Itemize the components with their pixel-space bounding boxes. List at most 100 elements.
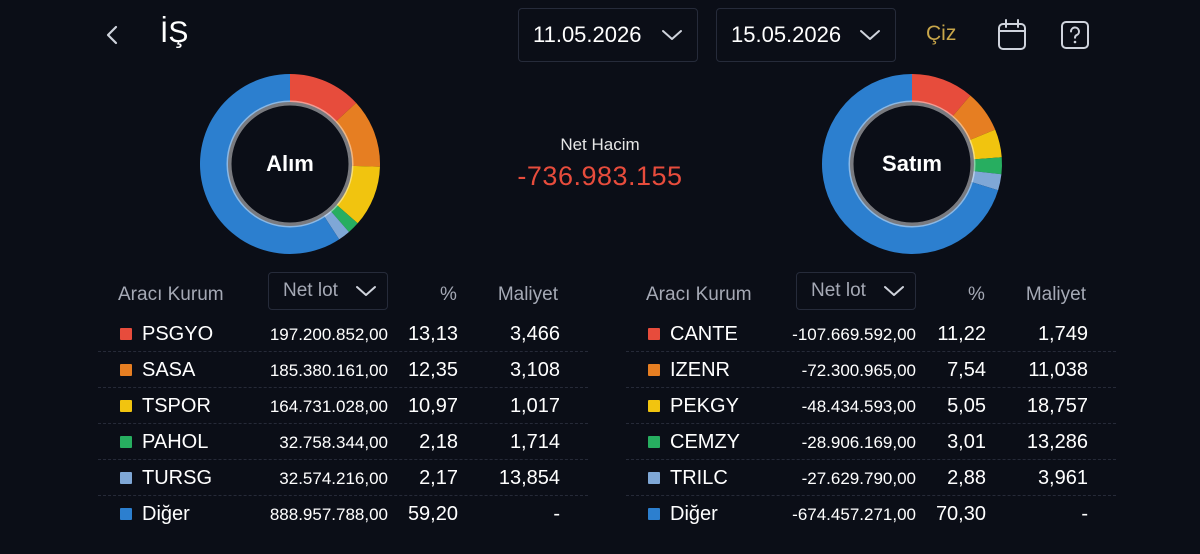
buy-table: Aracı Kurum Net lot % Maliyet PSGYO 197.2…: [98, 272, 588, 531]
help-button[interactable]: [1058, 18, 1092, 52]
buy-slice-dier: [199, 74, 340, 254]
cost-value: 3,108: [509, 359, 560, 381]
percent-column-header: %: [440, 284, 457, 305]
broker-name: PAHOL: [142, 431, 209, 453]
sell-table: Aracı Kurum Net lot % Maliyet CANTE -107.…: [626, 272, 1116, 531]
cost-value: -: [1081, 503, 1088, 525]
buy-slice-sasa: [335, 102, 380, 167]
buy-donut-label: Alım: [266, 151, 314, 176]
buy-slice-psgyo: [290, 74, 357, 122]
lot-type-value: Net lot: [811, 280, 866, 301]
buy-slice-tursg: [323, 210, 349, 240]
table-row[interactable]: PEKGY -48.434.593,00 5,05 18,757: [626, 388, 1116, 424]
sell-slice-pekgy: [969, 129, 1002, 160]
calendar-icon: [998, 19, 1026, 50]
net-lot-value: -674.457.271,00: [792, 505, 916, 524]
broker-name: IZENR: [670, 359, 730, 381]
start-date-value: 11.05.2026: [533, 22, 642, 47]
lot-type-select[interactable]: Net lot: [796, 272, 916, 310]
broker-name: Diğer: [670, 503, 718, 525]
percent-value: 3,01: [947, 431, 986, 453]
percent-value: 59,20: [407, 503, 458, 525]
net-lot-value: 164.731.028,00: [269, 397, 388, 416]
sell-donut-hole: [854, 106, 970, 222]
table-row[interactable]: TRILC -27.629.790,00 2,88 3,961: [626, 460, 1116, 496]
buy-slice-tspor: [336, 165, 380, 224]
table-row[interactable]: Diğer -674.457.271,00 70,30 -: [626, 496, 1116, 531]
table-row[interactable]: TURSG 32.574.216,00 2,17 13,854: [98, 460, 588, 496]
cost-value: 3,961: [1037, 467, 1088, 489]
percent-value: 13,13: [407, 323, 458, 345]
start-date-select[interactable]: 11.05.2026: [518, 8, 698, 62]
percent-value: 5,05: [947, 395, 986, 417]
table-row[interactable]: CEMZY -28.906.169,00 3,01 13,286: [626, 424, 1116, 460]
color-swatch: [648, 436, 660, 448]
buy-table-header: Aracı Kurum Net lot % Maliyet: [98, 272, 588, 316]
broker-name: Diğer: [142, 503, 190, 525]
sell-slice-cante: [912, 74, 971, 117]
lot-type-select[interactable]: Net lot: [268, 272, 388, 310]
cost-value: 1,017: [509, 395, 560, 417]
cost-value: 3,466: [509, 323, 560, 345]
buy-donut-svg: [199, 74, 380, 254]
percent-value: 2,88: [947, 467, 986, 489]
sell-donut-chart: Satım: [820, 72, 1004, 256]
cost-value: -: [553, 503, 560, 525]
color-swatch: [120, 472, 132, 484]
cost-value: 11,038: [1028, 359, 1088, 381]
color-swatch: [648, 328, 660, 340]
table-row[interactable]: TSPOR 164.731.028,00 10,97 1,017: [98, 388, 588, 424]
net-volume: Net Hacim -736.983.155: [470, 135, 730, 192]
color-swatch: [648, 508, 660, 520]
sell-table-header: Aracı Kurum Net lot % Maliyet: [626, 272, 1116, 316]
sell-slice-cemzy: [973, 157, 1002, 175]
page-title: İŞ: [160, 16, 189, 49]
percent-value: 2,18: [419, 431, 458, 453]
back-button[interactable]: [98, 20, 128, 50]
net-lot-value: -107.669.592,00: [792, 325, 916, 344]
broker-name: TRILC: [670, 467, 728, 489]
broker-column-header: Aracı Kurum: [646, 284, 752, 305]
buy-inner-ring: [226, 100, 354, 228]
table-row[interactable]: PAHOL 32.758.344,00 2,18 1,714: [98, 424, 588, 460]
cost-value: 1,714: [509, 431, 560, 453]
sell-slice-izenr: [952, 95, 996, 141]
sell-inner-ring: [848, 100, 976, 228]
table-row[interactable]: Diğer 888.957.788,00 59,20 -: [98, 496, 588, 531]
color-swatch: [120, 508, 132, 520]
help-icon: [1061, 21, 1089, 49]
color-swatch: [648, 472, 660, 484]
net-volume-value: -736.983.155: [517, 161, 683, 191]
broker-name: SASA: [142, 359, 196, 381]
calendar-button[interactable]: [996, 18, 1028, 52]
lot-type-value: Net lot: [283, 280, 338, 301]
net-lot-value: -72.300.965,00: [801, 361, 916, 380]
net-lot-value: 185.380.161,00: [269, 361, 388, 380]
draw-button[interactable]: Çiz: [926, 22, 957, 45]
cost-column-header: Maliyet: [1025, 284, 1086, 305]
broker-name: PSGYO: [142, 323, 214, 345]
end-date-value: 15.05.2026: [731, 22, 842, 47]
broker-name: TURSG: [142, 467, 212, 489]
color-swatch: [120, 436, 132, 448]
broker-name: CANTE: [670, 323, 738, 345]
net-lot-value: 888.957.788,00: [269, 505, 388, 524]
end-date-select[interactable]: 15.05.2026: [716, 8, 896, 62]
broker-name: TSPOR: [142, 395, 211, 417]
net-volume-label: Net Hacim: [560, 135, 640, 154]
table-row[interactable]: SASA 185.380.161,00 12,35 3,108: [98, 352, 588, 388]
cost-value: 18,757: [1026, 395, 1088, 417]
table-row[interactable]: CANTE -107.669.592,00 11,22 1,749: [626, 316, 1116, 352]
net-lot-value: -48.434.593,00: [801, 397, 916, 416]
cost-value: 13,286: [1026, 431, 1088, 453]
broker-column-header: Aracı Kurum: [118, 284, 224, 305]
percent-value: 10,97: [407, 395, 458, 417]
back-icon: [106, 25, 118, 45]
table-row[interactable]: IZENR -72.300.965,00 7,54 11,038: [626, 352, 1116, 388]
chevron-down-icon: [356, 286, 376, 296]
sell-slice-dier: [822, 74, 999, 254]
net-lot-value: 197.200.852,00: [269, 325, 388, 344]
table-row[interactable]: PSGYO 197.200.852,00 13,13 3,466: [98, 316, 588, 352]
percent-column-header: %: [968, 284, 985, 305]
broker-name: PEKGY: [670, 395, 739, 417]
